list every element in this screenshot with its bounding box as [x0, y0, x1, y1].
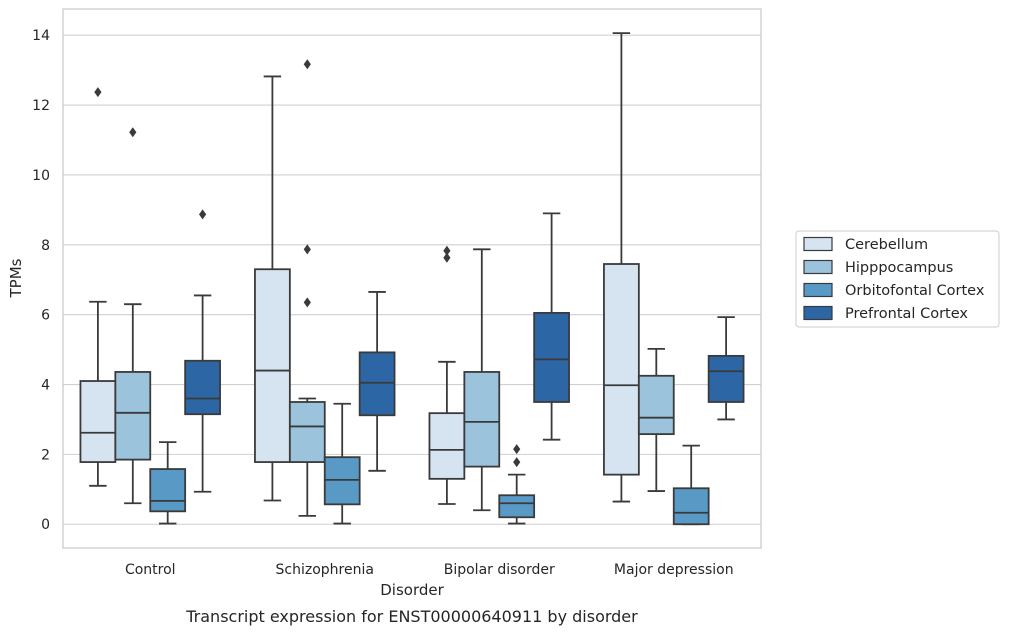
legend-swatch-2 [803, 282, 833, 298]
legend-swatch-1 [803, 259, 833, 275]
outlier-point-0 [303, 59, 311, 70]
box-orbitofontal-cortex-schizophrenia [323, 402, 361, 525]
outlier-point-0 [443, 252, 451, 263]
legend-swatch-3 [803, 305, 833, 321]
x-tick-label-control: Control [125, 562, 176, 578]
legend-label-1: Hipppocampus [845, 260, 953, 276]
box-prefrontal-cortex-bipolar-disorder [533, 212, 570, 441]
box-iqr [707, 354, 745, 403]
box-iqr [603, 263, 640, 476]
legend: Cerebellum Hipppocampus Orbitofontal Corte… [795, 230, 1000, 328]
box-iqr [184, 359, 221, 416]
legend-label-0: Cerebellum [845, 237, 928, 253]
box-elements [79, 32, 745, 526]
box-iqr [149, 468, 187, 513]
box-prefrontal-cortex-schizophrenia [358, 291, 396, 472]
outlier-point-0 [94, 87, 102, 98]
box-iqr [672, 487, 710, 526]
x-tick-label-schizophrenia: Schizophrenia [276, 562, 374, 578]
y-tick-label-14: 14 [32, 28, 50, 44]
y-tick-label-6: 6 [41, 308, 50, 324]
box-orbitofontal-cortex-bipolar-disorder [498, 444, 536, 525]
legend-label-2: Orbitofontal Cortex [845, 283, 985, 299]
box-hipppocampus-bipolar-disorder [463, 248, 501, 512]
x-tick-labels: Control Schizophrenia Bipolar disorder Majo… [125, 562, 734, 578]
box-cerebellum-schizophrenia [254, 75, 291, 502]
box-orbitofontal-cortex-control [149, 441, 187, 525]
outlier-point-2 [303, 297, 311, 308]
y-tick-label-8: 8 [41, 238, 50, 254]
grid-lines [63, 34, 761, 525]
y-tick-label-0: 0 [41, 517, 50, 533]
box-hipppocampus-schizophrenia [288, 59, 326, 517]
outlier-point-1 [513, 444, 521, 455]
box-prefrontal-cortex-control [184, 209, 221, 493]
box-iqr [428, 412, 466, 480]
y-tick-label-4: 4 [41, 378, 50, 394]
legend-swatch-0 [803, 236, 833, 252]
legend-frame [795, 230, 1000, 328]
outlier-point-0 [129, 127, 137, 138]
chart-caption: Transcript expression for ENST0000064091… [185, 607, 638, 626]
y-tick-labels: 0 2 4 6 8 10 12 14 [32, 28, 50, 533]
outlier-point-0 [199, 209, 207, 220]
box-iqr [79, 380, 117, 463]
legend-label-3: Prefrontal Cortex [845, 306, 968, 322]
box-orbitofontal-cortex-major-depression [672, 444, 710, 526]
box-iqr [254, 268, 291, 463]
plot-area-frame [62, 8, 762, 549]
x-tick-label-major-depression: Major depression [614, 562, 734, 578]
y-tick-label-12: 12 [32, 98, 50, 114]
box-iqr [498, 494, 536, 519]
box-iqr [358, 351, 396, 417]
x-tick-label-bipolar-disorder: Bipolar disorder [444, 562, 555, 578]
y-tick-label-10: 10 [32, 168, 50, 184]
y-tick-label-2: 2 [41, 447, 50, 463]
box-cerebellum-major-depression [603, 32, 640, 503]
outlier-point-0 [513, 457, 521, 468]
box-cerebellum-bipolar-disorder [428, 245, 466, 505]
outlier-point-1 [303, 244, 311, 255]
box-hipppocampus-control [114, 127, 152, 505]
box-cerebellum-control [79, 87, 117, 487]
box-iqr [533, 312, 570, 403]
box-iqr [637, 374, 675, 436]
box-hipppocampus-major-depression [637, 347, 675, 492]
box-iqr [288, 401, 326, 463]
outlier-point-1 [443, 245, 451, 256]
y-axis-label: TPMs [7, 258, 25, 298]
x-axis-label: Disorder [380, 581, 444, 599]
box-prefrontal-cortex-major-depression [707, 316, 745, 421]
box-iqr [114, 371, 152, 461]
box-iqr [463, 371, 501, 468]
